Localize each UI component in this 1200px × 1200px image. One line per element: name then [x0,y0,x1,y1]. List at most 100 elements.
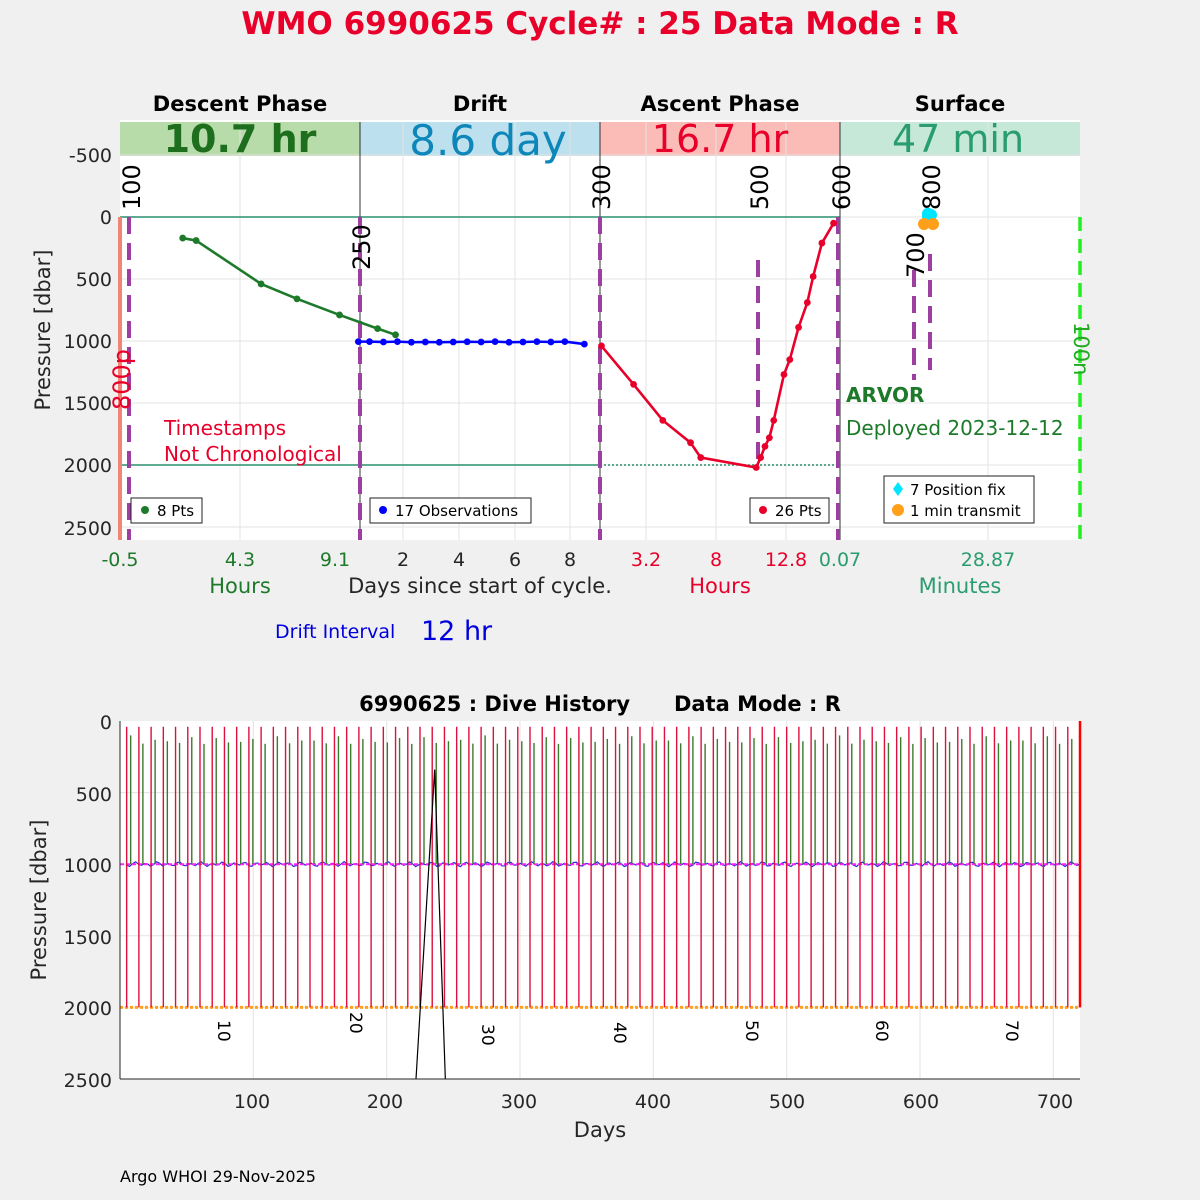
cycle-label-20: 20 [345,1012,365,1034]
descent-phase-title: Descent Phase [153,92,327,116]
marker-label-800: 800 [918,164,946,210]
history-y-tick-2500: 2500 [64,1070,112,1092]
ascent-unit: Hours [689,574,751,598]
descent-legend-label: 8 Pts [157,502,194,520]
cycle-label-40: 40 [609,1022,629,1044]
drift-point [547,338,555,346]
drift-tick-3: 6 [509,549,521,571]
timestamps-note-line1: Timestamps [163,416,286,440]
ascent-point [765,434,773,442]
history-y-tick-0: 0 [100,712,112,734]
phase-panel: Descent Phase Drift Ascent Phase Surface… [31,92,1093,647]
descent-point [179,234,187,242]
drift-point [380,338,387,346]
surface-phase-title: Surface [915,92,1005,116]
ascent-point [697,454,705,461]
y-tick-2000: 2000 [64,455,112,477]
ascent-band [600,122,840,156]
descent-duration: 10.7 hr [164,117,317,161]
ascent-point [818,239,826,247]
marker-label-500: 500 [746,164,774,210]
history-x-tick-600: 600 [903,1091,939,1113]
surface-unit: Minutes [919,574,1002,598]
surface-duration: 47 min [892,117,1024,161]
drift-interval-value: 12 hr [421,616,493,647]
ascent-point [687,439,694,447]
timestamps-note-line2: Not Chronological [164,442,342,466]
drift-point [449,338,457,346]
surface-legend: 7 Position fix 1 min transmit [883,475,1035,524]
surface-legend-transmit: 1 min transmit [910,502,1021,520]
drift-point [354,338,362,346]
depth-label-100n: 100n [1069,322,1093,375]
ascent-point [795,323,802,331]
marker-label-300: 300 [588,164,616,210]
drift-point [435,338,443,346]
history-plot-area [120,721,1080,1079]
history-y-tick-1000: 1000 [64,855,112,877]
phase-y-axis: -500 0 500 1000 1500 2000 2500 Pressure … [31,145,112,540]
ascent-legend-marker [759,506,767,514]
drift-unit: Days since start of cycle. [348,574,612,598]
history-x-tick-700: 700 [1037,1091,1073,1113]
y-tick-neg500: -500 [69,145,112,167]
ascent-point [752,464,760,471]
drift-legend-marker [379,506,387,514]
cycle-label-60: 60 [871,1020,891,1042]
drift-phase-title: Drift [453,92,507,116]
descent-tick-3: 9.1 [320,549,350,571]
drift-point [491,338,499,346]
ascent-point [803,299,811,306]
page-title: WMO 6990625 Cycle# : 25 Data Mode : R [241,6,958,42]
history-y-tick-1500: 1500 [64,927,112,949]
footer-credit: Argo WHOI 29-Nov-2025 [120,1167,316,1186]
y-tick-0: 0 [100,207,112,229]
drift-point [561,338,569,346]
ascent-point [630,381,637,388]
y-tick-500: 500 [76,269,112,291]
transmit-point [918,218,930,230]
drift-point [463,338,471,346]
ascent-tick-1: 3.2 [631,549,661,571]
descent-unit: Hours [209,574,271,598]
descent-point [293,295,301,303]
drift-legend: 17 Observations [369,497,532,524]
history-x-tick-400: 400 [635,1091,671,1113]
marker-label-600: 600 [828,164,856,210]
ascent-point [757,454,764,461]
drift-point [477,338,485,346]
ascent-point [809,273,817,280]
drift-point [407,338,415,346]
surface-band [840,122,1080,156]
descent-point [257,280,265,288]
ascent-phase-title: Ascent Phase [641,92,800,116]
y-tick-2500: 2500 [64,518,112,540]
descent-point [374,325,381,332]
descent-legend-marker [141,506,149,514]
transmit-point [927,218,939,230]
ascent-point [598,342,605,350]
float-type: ARVOR [846,383,924,407]
descent-tick-1: -0.5 [101,549,138,571]
drift-interval-label: Drift Interval [275,621,395,643]
cycle-label-10: 10 [213,1020,233,1042]
history-x-axis-label: Days [574,1118,626,1142]
drift-duration: 8.6 day [409,116,566,165]
ascent-tick-3: 12.8 [765,549,807,571]
marker-label-700: 700 [902,232,930,278]
descent-tick-2: 4.3 [225,549,255,571]
drift-point [580,340,588,348]
ascent-point [786,356,794,363]
ascent-point [659,416,667,424]
drift-band [360,122,600,156]
anomaly-spike [415,769,446,1080]
drift-point [505,338,513,346]
phase-x-axis: -0.5 4.3 9.1 2 4 6 8 3.2 8 12.8 0.07 28.… [101,549,1015,598]
history-x-tick-200: 200 [367,1091,403,1113]
depth-label-800p: 800p [108,349,136,410]
history-x-tick-300: 300 [501,1091,537,1113]
dive-history-title: 6990625 : Dive History Data Mode : R [359,692,841,716]
drift-point [519,338,527,346]
ascent-duration: 16.7 hr [652,117,789,161]
